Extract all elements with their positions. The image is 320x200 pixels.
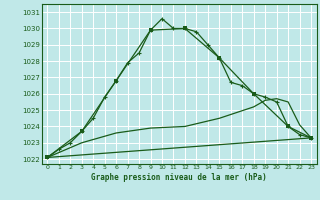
X-axis label: Graphe pression niveau de la mer (hPa): Graphe pression niveau de la mer (hPa): [91, 173, 267, 182]
